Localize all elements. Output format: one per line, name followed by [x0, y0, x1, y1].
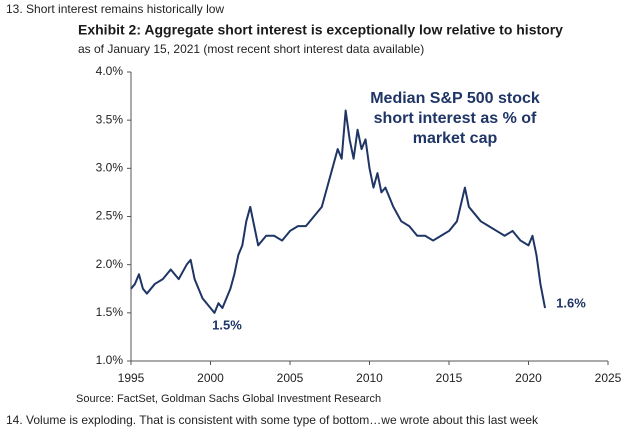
x-tick-label: 2015 [436, 371, 463, 385]
x-tick-label: 2025 [595, 371, 622, 385]
chart-subtitle: as of January 15, 2021 (most recent shor… [78, 42, 424, 56]
x-tick-label: 2005 [277, 371, 304, 385]
heading: 13. Short interest remains historically … [6, 2, 224, 16]
y-tick-label: 2.0% [96, 257, 124, 271]
y-tick-label: 3.0% [96, 161, 124, 175]
y-tick-label: 4.0% [96, 64, 124, 78]
series-annotation: market cap [413, 130, 498, 147]
footnote: 14. Volume is exploding. That is consist… [6, 413, 539, 427]
source: Source: FactSet, Goldman Sachs Global In… [76, 393, 381, 405]
y-tick-label: 1.5% [96, 305, 124, 319]
y-tick-label: 2.5% [96, 209, 124, 223]
chart-title: Exhibit 2: Aggregate short interest is e… [78, 22, 563, 38]
y-tick-label: 1.0% [96, 353, 124, 367]
point-label: 1.5% [212, 317, 242, 332]
series-annotation: short interest as % of [374, 110, 537, 127]
x-tick-label: 2000 [197, 371, 224, 385]
x-tick-label: 2020 [515, 371, 542, 385]
x-tick-label: 2010 [356, 371, 383, 385]
series-annotation: Median S&P 500 stock [370, 90, 540, 107]
point-label: 1.6% [556, 295, 586, 310]
y-tick-label: 3.5% [96, 112, 124, 126]
x-tick-label: 1995 [118, 371, 145, 385]
data-line [130, 109, 547, 314]
